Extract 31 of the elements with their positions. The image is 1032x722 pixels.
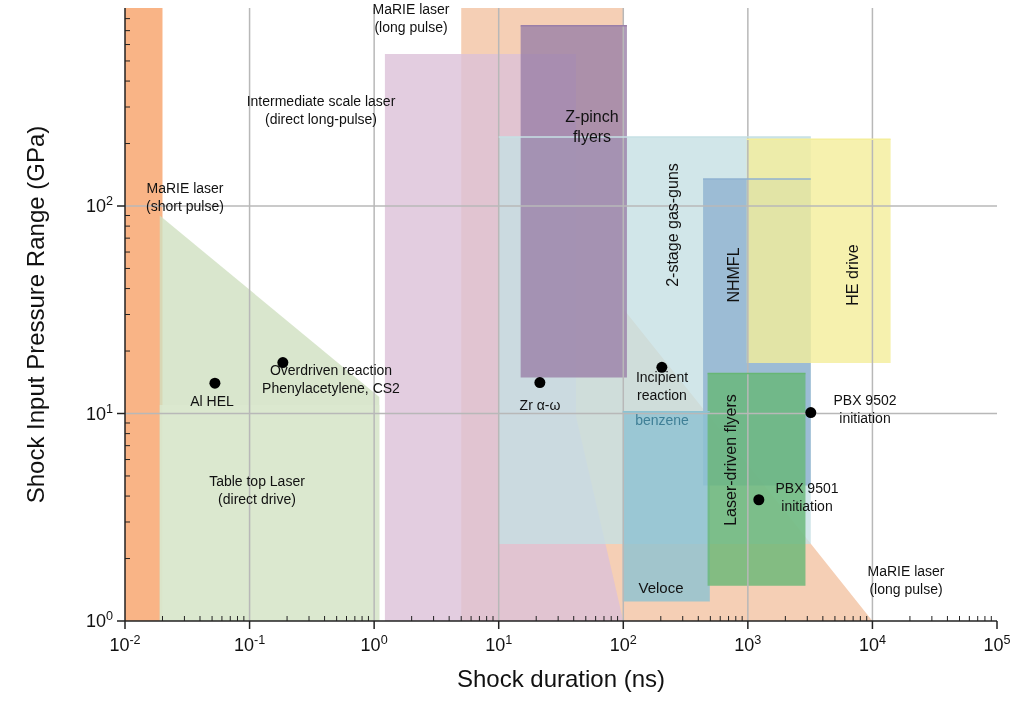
series-label: PBX 9502 initiation (833, 392, 897, 426)
annotation: Laser-driven flyers (721, 394, 739, 526)
annotation: Veloce (638, 578, 684, 596)
x-tick-label: 10$^{5}$ (983, 633, 1011, 655)
x-tick-label: 10$^{1}$ (485, 633, 513, 655)
y-axis-title: Shock Input Pressure Range (GPa) (21, 125, 49, 504)
annotation: HE drive (843, 244, 861, 306)
annotation: 2-stage gas-guns (663, 163, 681, 287)
x-tick-label: 10$^{-2}$ (109, 633, 141, 655)
series-label: MaRIE laser (short pulse) (146, 180, 224, 214)
annotation: NHMFL (724, 247, 742, 303)
series-label: Table top Laser (direct drive) (209, 473, 306, 507)
series-label: Overdriven reaction Phenylacetylene, CS2 (262, 362, 401, 396)
series-label: Incipient reaction (635, 369, 689, 403)
x-tick-label: 10$^{0}$ (360, 633, 388, 655)
x-tick-label: 10$^{2}$ (609, 633, 637, 655)
x-tick-label: 10$^{4}$ (858, 633, 886, 655)
annotation: benzene (635, 412, 690, 428)
series-label: MaRIE laser (long pulse) (867, 563, 945, 597)
x-axis-title: Shock duration (ns) (456, 665, 666, 692)
series-label: PBX 9501 initiation (775, 480, 839, 514)
y-tick-label: 10$^{2}$ (85, 194, 113, 216)
series-label: Al HEL (190, 393, 234, 409)
x-tick-label: 10$^{-1}$ (233, 633, 266, 655)
series-label: Intermediate scale laser (direct long-pulse) (246, 93, 396, 127)
y-tick-label: 10$^{0}$ (85, 609, 113, 631)
text: MaRIE laser (long pulse) (372, 1, 450, 35)
annotation: Z-pinch flyers (565, 107, 619, 145)
x-tick-label: 10$^{3}$ (734, 633, 762, 655)
y-tick-label: 10$^{1}$ (85, 401, 113, 424)
series-label: Zr α-ω (519, 397, 561, 413)
